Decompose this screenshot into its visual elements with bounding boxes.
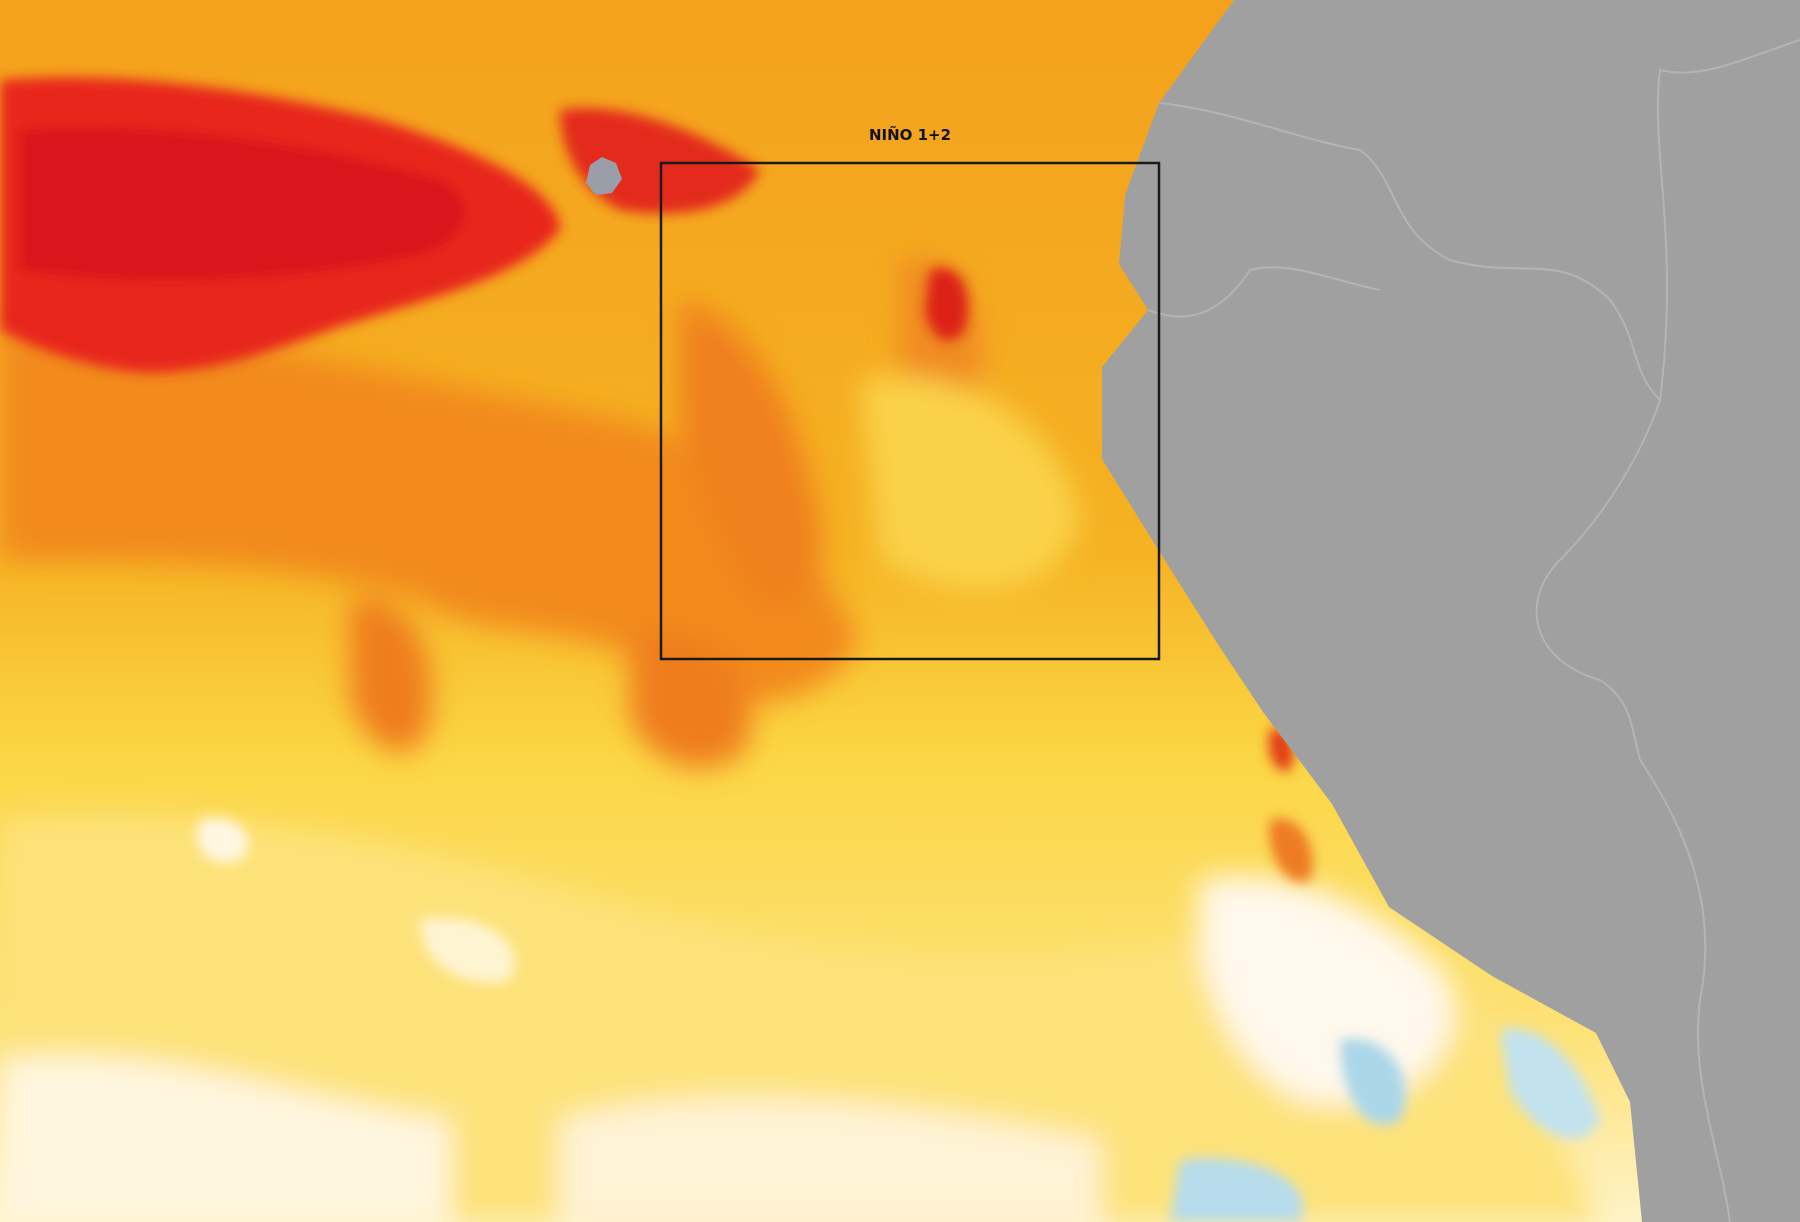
neutral-field <box>0 1055 450 1222</box>
cold-field <box>1340 1038 1406 1126</box>
islands <box>586 157 622 195</box>
land <box>1102 0 1800 1222</box>
border <box>1147 266 1381 318</box>
neutral-field <box>420 918 515 983</box>
hot-field <box>925 268 969 341</box>
region-box <box>659 161 1161 661</box>
neutral-field <box>1198 876 1454 1104</box>
warm-field <box>680 300 822 606</box>
hot-field <box>20 127 465 281</box>
warm-field <box>1269 818 1313 882</box>
border <box>1158 102 1661 401</box>
region-label: NIÑO 1+2 <box>869 125 951 144</box>
neutral-field <box>197 818 248 863</box>
anomaly-fields <box>0 258 1600 1222</box>
warm-field <box>0 300 860 703</box>
border <box>1656 39 1800 401</box>
cool-field <box>860 376 1080 591</box>
borders <box>1147 39 1800 1222</box>
cold-field <box>1170 1158 1304 1222</box>
warm-field <box>350 598 432 753</box>
border <box>1535 399 1661 761</box>
neutral-field <box>560 1098 1100 1222</box>
warm-field <box>630 634 752 768</box>
border <box>1639 759 1731 1222</box>
cold-field <box>1500 1028 1600 1139</box>
